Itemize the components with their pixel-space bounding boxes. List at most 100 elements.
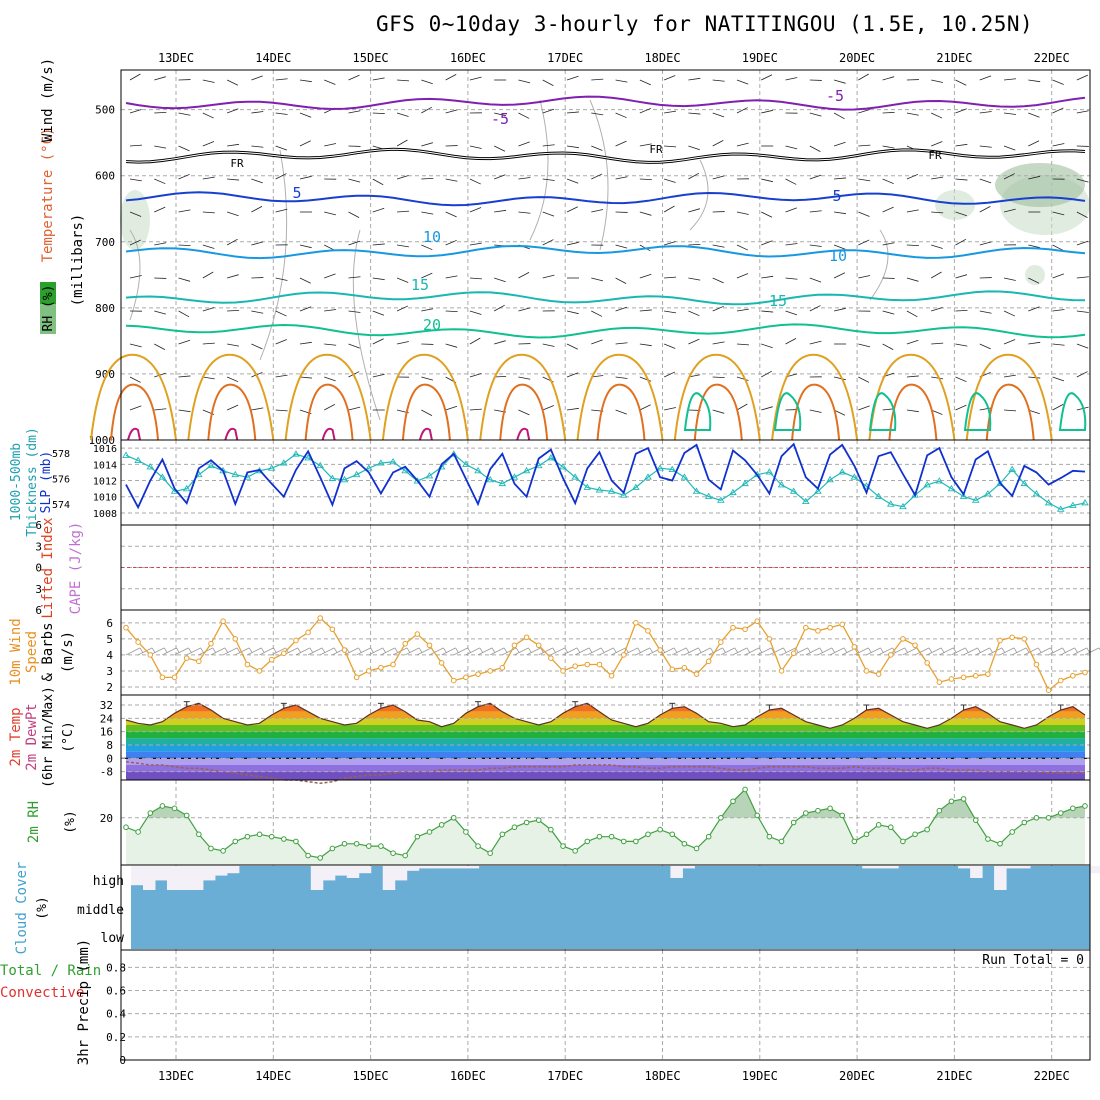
cloud-clear-cell [1090, 866, 1100, 874]
wind-barb [833, 112, 845, 120]
wind-barb [421, 177, 434, 180]
wind-barb [736, 308, 749, 312]
wind-barb [202, 176, 215, 180]
wind-barb [299, 376, 312, 379]
wind-barb [227, 343, 240, 347]
wind-barb-10m [538, 647, 553, 656]
wind-barb-10m [1050, 647, 1054, 654]
wind-barb [1076, 211, 1088, 218]
wind-barb [663, 371, 676, 378]
wind-barb [785, 178, 797, 185]
wind-barb [761, 211, 773, 218]
wind-barb [615, 112, 627, 119]
wind-speed-point [948, 676, 955, 682]
wind-barb [639, 404, 651, 411]
wind-barb-10m [1024, 647, 1039, 656]
wind-barb [129, 178, 142, 182]
wind-speed-point [487, 668, 493, 674]
wind-barb-10m [261, 647, 265, 654]
wind-speed-point [815, 628, 821, 634]
thickness-point [692, 487, 701, 494]
rh-point [645, 831, 651, 838]
wind-barb-10m [576, 647, 581, 654]
wind-barb-10m [880, 647, 884, 654]
rh-shading [995, 163, 1085, 207]
thickness-point [1020, 479, 1029, 487]
isotherm-line [125, 323, 1086, 339]
wind-barb [809, 277, 822, 283]
isotherm-line [1058, 392, 1087, 431]
wind-barb [736, 142, 749, 147]
wind-barb [396, 175, 409, 180]
wind-barb [299, 140, 311, 147]
wind-barb [591, 209, 604, 213]
wind-barb [882, 206, 894, 213]
wind-speed-point [208, 640, 214, 647]
wind-speed-point [135, 639, 141, 645]
wind-speed-point [875, 671, 882, 677]
wind-barb [736, 343, 749, 346]
wind-barb [154, 76, 166, 81]
wind-barb-10m [526, 647, 541, 656]
rh-point [802, 810, 809, 816]
wind-barb [615, 306, 628, 312]
rh-point [633, 838, 639, 845]
pressure-tick-label: 800 [95, 302, 115, 315]
rh-point [1045, 814, 1052, 821]
wind-barb [421, 244, 433, 251]
isotherm-line [125, 95, 1086, 111]
wind-barb [469, 310, 482, 315]
wind-barb-10m [1074, 647, 1079, 654]
wind-barb-10m [868, 647, 872, 654]
wind-barb-10m [467, 647, 472, 654]
wind-barb [275, 374, 288, 378]
rh-point [123, 824, 129, 831]
wind-barb [664, 407, 676, 411]
wind-barb-10m [927, 647, 942, 656]
rh-point [244, 833, 251, 840]
wind-barb [712, 140, 724, 147]
wind-speed-point [851, 644, 858, 650]
wind-speed-point [972, 672, 979, 679]
wind-barb [1003, 112, 1016, 115]
slp-tick-label: 1016 [93, 444, 117, 455]
temp-axis-label: 2m Temp [8, 707, 24, 766]
wind-barb [1052, 376, 1065, 382]
surface-temp-contour [127, 427, 141, 441]
surface-temp-contour [187, 353, 275, 441]
rh-point [705, 833, 712, 840]
wind-barb [299, 175, 312, 180]
wind-barb [324, 404, 336, 411]
rh-point [1070, 805, 1076, 812]
wind-speed-point [742, 626, 748, 633]
li-tick-label: 3 [35, 583, 42, 596]
wind-barb-10m [746, 647, 751, 654]
wind-barb-10m [855, 647, 860, 654]
thickness-point [425, 472, 434, 479]
wind-barb [129, 144, 142, 147]
wind-barb [566, 372, 579, 378]
surface-temp-contour [90, 353, 177, 441]
thickness-point [899, 502, 907, 510]
wind-barb [227, 143, 240, 147]
wind-barb [251, 407, 264, 411]
wind-barb [1076, 74, 1088, 81]
contour-label: 5 [292, 184, 301, 202]
wind-speed-point [1057, 677, 1064, 684]
thickness-point [304, 454, 312, 461]
wind-barb [251, 75, 263, 81]
temp-band [126, 703, 1085, 705]
wind-barb-10m [564, 647, 569, 654]
wind-barb [494, 209, 507, 213]
temp-band [126, 771, 1085, 780]
wind-barb [226, 404, 239, 411]
wind-barb [882, 310, 895, 315]
wind-barb-10m [805, 647, 820, 656]
temp-band [126, 738, 1085, 745]
wind-barb [324, 376, 336, 382]
wind-barb-10m [685, 647, 690, 654]
cloud-clear-cell [970, 866, 983, 878]
rh-point [535, 817, 542, 823]
wind-speed-point [778, 668, 785, 674]
wind-barb [639, 343, 652, 347]
